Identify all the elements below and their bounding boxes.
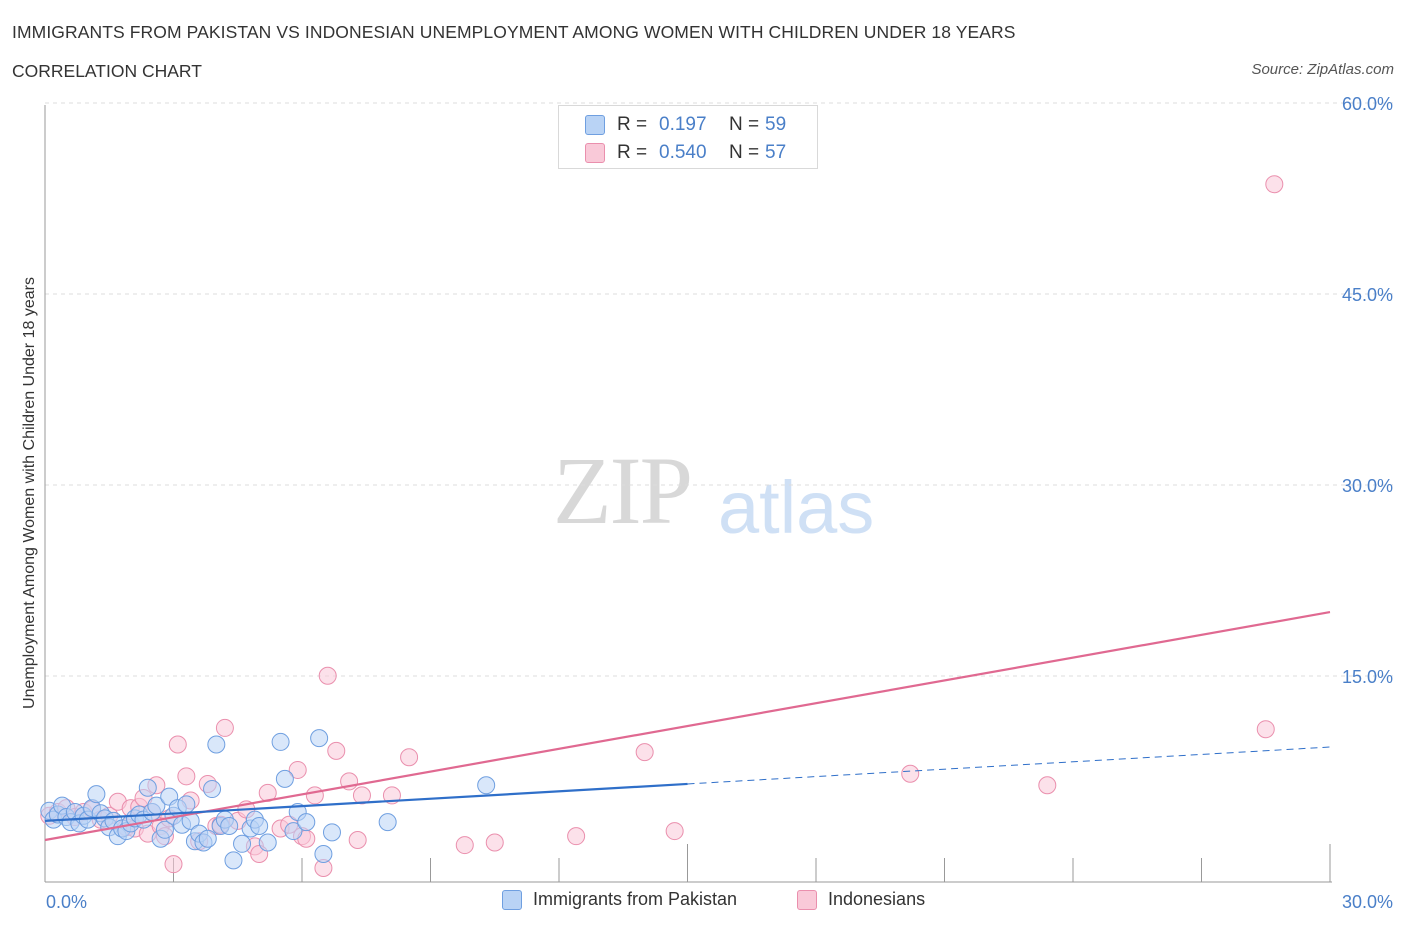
bottom-legend-pakistan: Immigrants from Pakistan xyxy=(502,889,737,910)
pakistan-point xyxy=(207,735,226,754)
x-tick-label: 30.0% xyxy=(1342,892,1393,912)
indonesians-point xyxy=(901,764,920,783)
pakistan-point xyxy=(224,851,243,870)
pakistan-point xyxy=(477,776,496,795)
chart-title: IMMIGRANTS FROM PAKISTAN VS INDONESIAN U… xyxy=(12,22,1016,42)
legend-row-pakistan: R = 0.197 N = 59 xyxy=(585,113,786,137)
chart-subtitle: CORRELATION CHART xyxy=(12,61,202,81)
pakistan-point xyxy=(177,795,196,814)
pakistan-point xyxy=(314,844,333,863)
indonesians-point xyxy=(177,767,196,786)
pakistan-trend-line xyxy=(44,782,688,822)
indonesians-point xyxy=(665,822,684,841)
watermark-atlas: atlas xyxy=(718,466,875,549)
pakistan-point xyxy=(284,822,303,841)
pakistan-point xyxy=(155,820,174,839)
pakistan-point xyxy=(203,780,222,799)
indonesians-point xyxy=(567,827,586,846)
indonesians-point xyxy=(352,786,371,805)
legend-n-label: N = xyxy=(729,142,760,163)
indonesians-point xyxy=(318,666,337,685)
bottom-legend-swatch-pakistan xyxy=(502,889,522,910)
indonesians-point xyxy=(305,786,324,805)
legend-r-value: 0.197 xyxy=(659,114,707,135)
pakistan-point xyxy=(322,823,341,842)
indonesians-point xyxy=(485,833,504,852)
legend-r-label: R = xyxy=(617,114,648,135)
y-tick-label: 60.0% xyxy=(1342,94,1393,114)
pakistan-point xyxy=(138,778,157,797)
pakistan-point xyxy=(271,732,290,751)
indonesians-point xyxy=(288,760,307,779)
indonesians-point xyxy=(1265,175,1284,194)
y-axis-label: Unemployment Among Women with Children U… xyxy=(21,277,38,709)
legend-n-value: 57 xyxy=(765,142,787,163)
pakistan-point xyxy=(297,813,316,832)
legend-swatch-pakistan xyxy=(585,115,605,135)
y-tick-label: 15.0% xyxy=(1342,667,1393,687)
y-tick-label: 30.0% xyxy=(1342,476,1393,496)
bottom-legend-indonesians: Indonesians xyxy=(797,889,925,910)
indonesians-point xyxy=(327,741,346,760)
pakistan-point xyxy=(258,833,277,852)
pakistan-point xyxy=(87,785,106,804)
indonesians-points xyxy=(40,175,1284,877)
legend-n-value: 59 xyxy=(765,114,787,135)
pakistan-point xyxy=(378,813,397,832)
indonesians-trend-line xyxy=(44,610,1331,842)
grid-lines xyxy=(45,102,1395,677)
pakistan-trend-extension xyxy=(687,746,1331,785)
legend-swatch-indonesians xyxy=(585,143,605,163)
watermark-zip: ZIP xyxy=(553,437,693,544)
pakistan-point xyxy=(310,729,329,748)
legend-r-label: R = xyxy=(617,142,648,163)
indonesians-point xyxy=(400,748,419,767)
indonesians-point xyxy=(1038,776,1057,795)
bottom-legend-label-pakistan: Immigrants from Pakistan xyxy=(533,889,738,909)
y-tick-label: 45.0% xyxy=(1342,285,1393,305)
pakistan-point xyxy=(198,829,217,848)
indonesians-point xyxy=(168,735,187,754)
pakistan-point xyxy=(275,769,294,788)
pakistan-point xyxy=(250,816,269,835)
indonesians-point xyxy=(215,718,234,737)
axes xyxy=(44,105,1332,883)
bottom-legend-swatch-indonesians xyxy=(797,889,817,910)
tick-labels: 15.0% 30.0% 45.0% 60.0% 0.0% 30.0% xyxy=(46,94,1393,912)
indonesians-point xyxy=(455,836,474,855)
pakistan-points xyxy=(40,729,496,870)
correlation-legend: R = 0.197 N = 59 R = 0.540 N = 57 xyxy=(558,105,818,169)
pakistan-point xyxy=(233,834,252,853)
source-credit: Source: ZipAtlas.com xyxy=(1251,61,1394,78)
indonesians-point xyxy=(1256,720,1275,739)
indonesians-point xyxy=(635,743,654,762)
legend-n-label: N = xyxy=(729,114,760,135)
x-tick-label: 0.0% xyxy=(46,892,87,912)
bottom-legend-label-indonesians: Indonesians xyxy=(828,889,926,909)
legend-row-indonesians: R = 0.540 N = 57 xyxy=(585,141,786,165)
indonesians-point xyxy=(348,830,367,849)
indonesians-point xyxy=(164,855,183,874)
trend-lines xyxy=(44,610,1331,842)
pakistan-point xyxy=(220,816,239,835)
legend-r-value: 0.540 xyxy=(659,142,707,163)
